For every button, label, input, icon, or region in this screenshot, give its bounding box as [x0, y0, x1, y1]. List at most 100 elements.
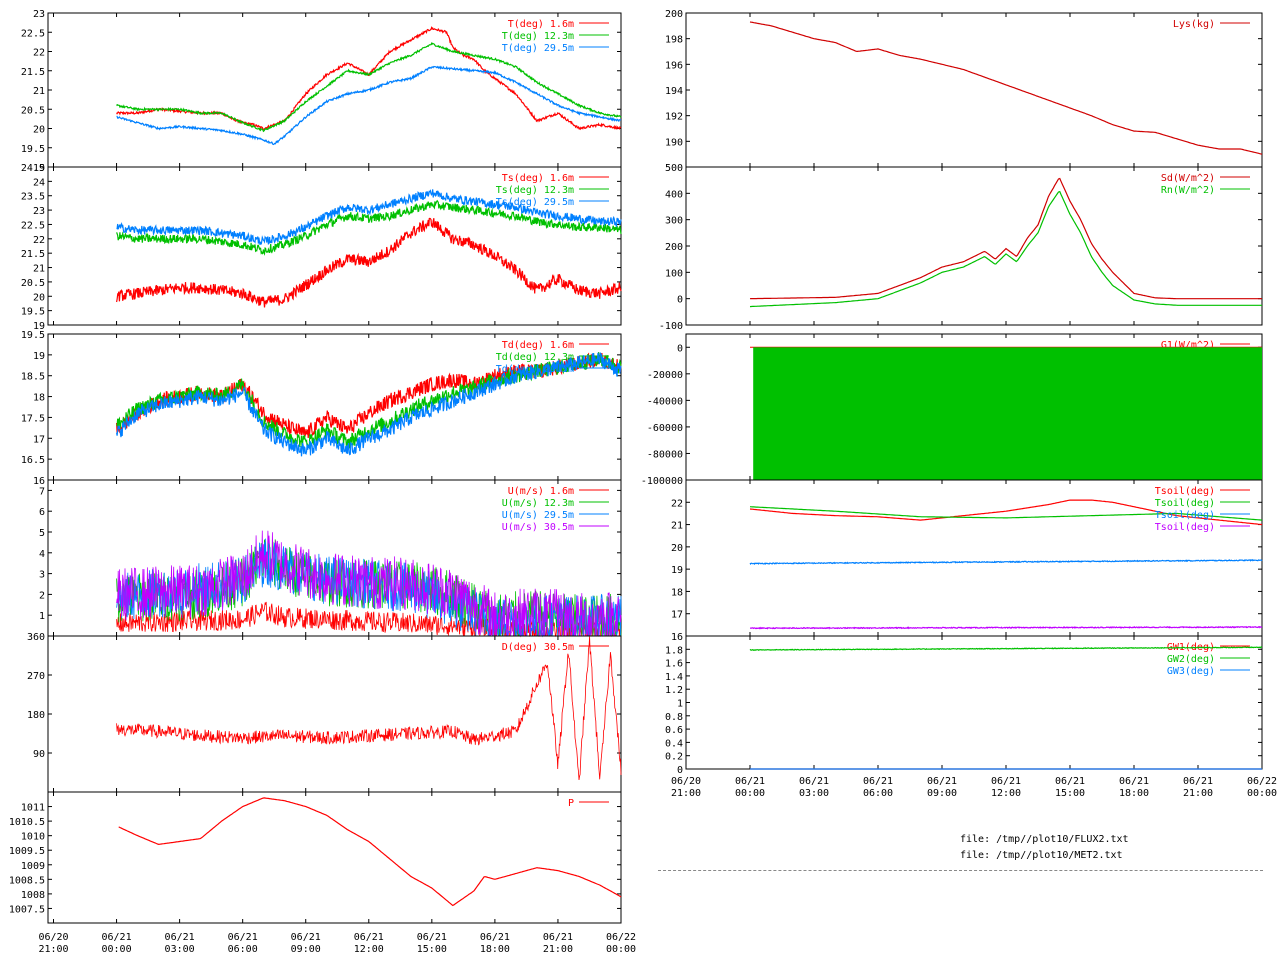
xtick-date-label: 06/22 — [606, 932, 636, 943]
ytick-label-T: 22.5 — [21, 28, 45, 39]
ytick-label-G: -20000 — [647, 370, 683, 381]
ytick-label-G: -80000 — [647, 449, 683, 460]
ytick-label-Td: 17 — [33, 434, 45, 445]
xtick-time-label: 06:00 — [228, 944, 258, 955]
legend-label-GW: GW2(deg) — [1167, 654, 1215, 665]
legend-label-Tsoil: Tsoil(deg) — [1155, 522, 1215, 533]
series-line-Tsoil-1 — [749, 506, 1263, 521]
legend-label-T: T(deg) 29.5m — [502, 43, 574, 54]
xtick-date-label: 06/20 — [38, 932, 68, 943]
legend-label-D: D(deg) 30.5m — [502, 642, 574, 653]
xtick-date-label: 06/21 — [102, 932, 132, 943]
legend-label-Tsoil: Tsoil(deg) — [1155, 498, 1215, 509]
ytick-label-P: 1011 — [21, 803, 45, 814]
ytick-label-Ts: 19.5 — [21, 307, 45, 318]
xtick-date-label: 06/21 — [165, 932, 195, 943]
ytick-label-Rad: 0 — [677, 295, 683, 306]
ytick-label-Lys: 200 — [665, 9, 683, 20]
series-line-U-3 — [116, 530, 622, 637]
ytick-label-GW: 0.6 — [665, 725, 683, 736]
xtick-date-label: 06/21 — [543, 932, 573, 943]
xtick-date-label: 06/21 — [1055, 776, 1085, 787]
xtick-date-label: 06/21 — [1119, 776, 1149, 787]
ytick-label-G: -100000 — [641, 476, 683, 487]
xtick-date-label: 06/22 — [1247, 776, 1277, 787]
xtick-date-label: 06/21 — [863, 776, 893, 787]
ytick-label-Tsoil: 19 — [671, 565, 683, 576]
legend-label-Tsoil: Tsoil(deg) — [1155, 510, 1215, 521]
ytick-label-Lys: 196 — [665, 60, 683, 71]
xtick-time-label: 03:00 — [799, 788, 829, 799]
panel-frame-D — [47, 635, 622, 793]
area-G-1 — [753, 347, 1262, 480]
series-line-Tsoil-2 — [749, 558, 1263, 566]
xtick-time-label: 21:00 — [1183, 788, 1213, 799]
ytick-label-Rad: 400 — [665, 189, 683, 200]
ytick-label-U: 3 — [39, 570, 45, 581]
panel-frame-Lys — [685, 12, 1263, 168]
series-line-P-0 — [118, 797, 622, 907]
legend-label-Ts: Ts(deg) 1.6m — [502, 173, 574, 184]
ytick-label-T: 22 — [33, 48, 45, 59]
legend-label-T: T(deg) 1.6m — [508, 19, 574, 30]
ytick-label-Tsoil: 17 — [671, 610, 683, 621]
series-line-Rad-0 — [749, 177, 1262, 300]
xtick-time-label: 21:00 — [543, 944, 573, 955]
ytick-label-GW: 1.8 — [665, 645, 683, 656]
ytick-label-U: 1 — [39, 611, 45, 622]
ytick-label-D: 360 — [27, 632, 45, 643]
ytick-label-Ts: 19 — [33, 321, 45, 332]
ytick-label-T: 20 — [33, 125, 45, 136]
ytick-label-GW: 1.6 — [665, 659, 683, 670]
ytick-label-Ts: 22 — [33, 235, 45, 246]
series-line-T-2 — [116, 65, 621, 146]
ytick-label-Tsoil: 22 — [671, 498, 683, 509]
ytick-label-G: -60000 — [647, 423, 683, 434]
legend-label-Rad: Sd(W/m^2) — [1161, 173, 1215, 184]
ytick-label-D: 90 — [33, 749, 45, 760]
xtick-time-label: 12:00 — [354, 944, 384, 955]
ytick-label-Lys: 198 — [665, 35, 683, 46]
ytick-label-Ts: 24 — [33, 177, 45, 188]
xtick-time-label: 18:00 — [480, 944, 510, 955]
ytick-label-U: 6 — [39, 507, 45, 518]
ytick-label-GW: 1.2 — [665, 685, 683, 696]
ytick-label-Td: 19 — [33, 351, 45, 362]
xtick-time-label: 21:00 — [671, 788, 701, 799]
xtick-time-label: 00:00 — [735, 788, 765, 799]
ytick-label-Lys: 194 — [665, 86, 683, 97]
ytick-label-Tsoil: 18 — [671, 587, 683, 598]
xtick-date-label: 06/21 — [228, 932, 258, 943]
ytick-label-Rad: 500 — [665, 163, 683, 174]
ytick-label-Rad: 100 — [665, 268, 683, 279]
ytick-label-GW: 0.8 — [665, 712, 683, 723]
ytick-label-Lys: 190 — [665, 137, 683, 148]
ytick-label-U: 5 — [39, 528, 45, 539]
ytick-label-Td: 18.5 — [21, 372, 45, 383]
xtick-time-label: 00:00 — [1247, 788, 1277, 799]
legend-label-U: U(m/s) 30.5m — [502, 522, 574, 533]
legend-label-Ts: Ts(deg) 29.5m — [496, 197, 574, 208]
ytick-label-T: 19.5 — [21, 144, 45, 155]
ytick-label-Tsoil: 21 — [671, 521, 683, 532]
ytick-label-GW: 0.4 — [665, 738, 683, 749]
series-line-Ts-1 — [116, 199, 622, 256]
legend-label-G: G1(W/m^2) — [1161, 340, 1215, 351]
ytick-label-T: 21 — [33, 86, 45, 97]
panel-frame-Ts — [47, 166, 622, 326]
ytick-label-P: 1008 — [21, 890, 45, 901]
xtick-date-label: 06/20 — [671, 776, 701, 787]
xtick-date-label: 06/21 — [1183, 776, 1213, 787]
ytick-label-P: 1010 — [21, 832, 45, 843]
ytick-label-T: 23 — [33, 9, 45, 20]
divider-line — [658, 870, 1263, 871]
ytick-label-Td: 16 — [33, 476, 45, 487]
ytick-label-Td: 19.5 — [21, 330, 45, 341]
ytick-label-GW: 1 — [677, 699, 683, 710]
ytick-label-U: 2 — [39, 590, 45, 601]
legend-label-GW: GW3(deg) — [1167, 666, 1215, 677]
ytick-label-T: 20.5 — [21, 105, 45, 116]
ytick-label-Ts: 21.5 — [21, 249, 45, 260]
xtick-date-label: 06/21 — [927, 776, 957, 787]
